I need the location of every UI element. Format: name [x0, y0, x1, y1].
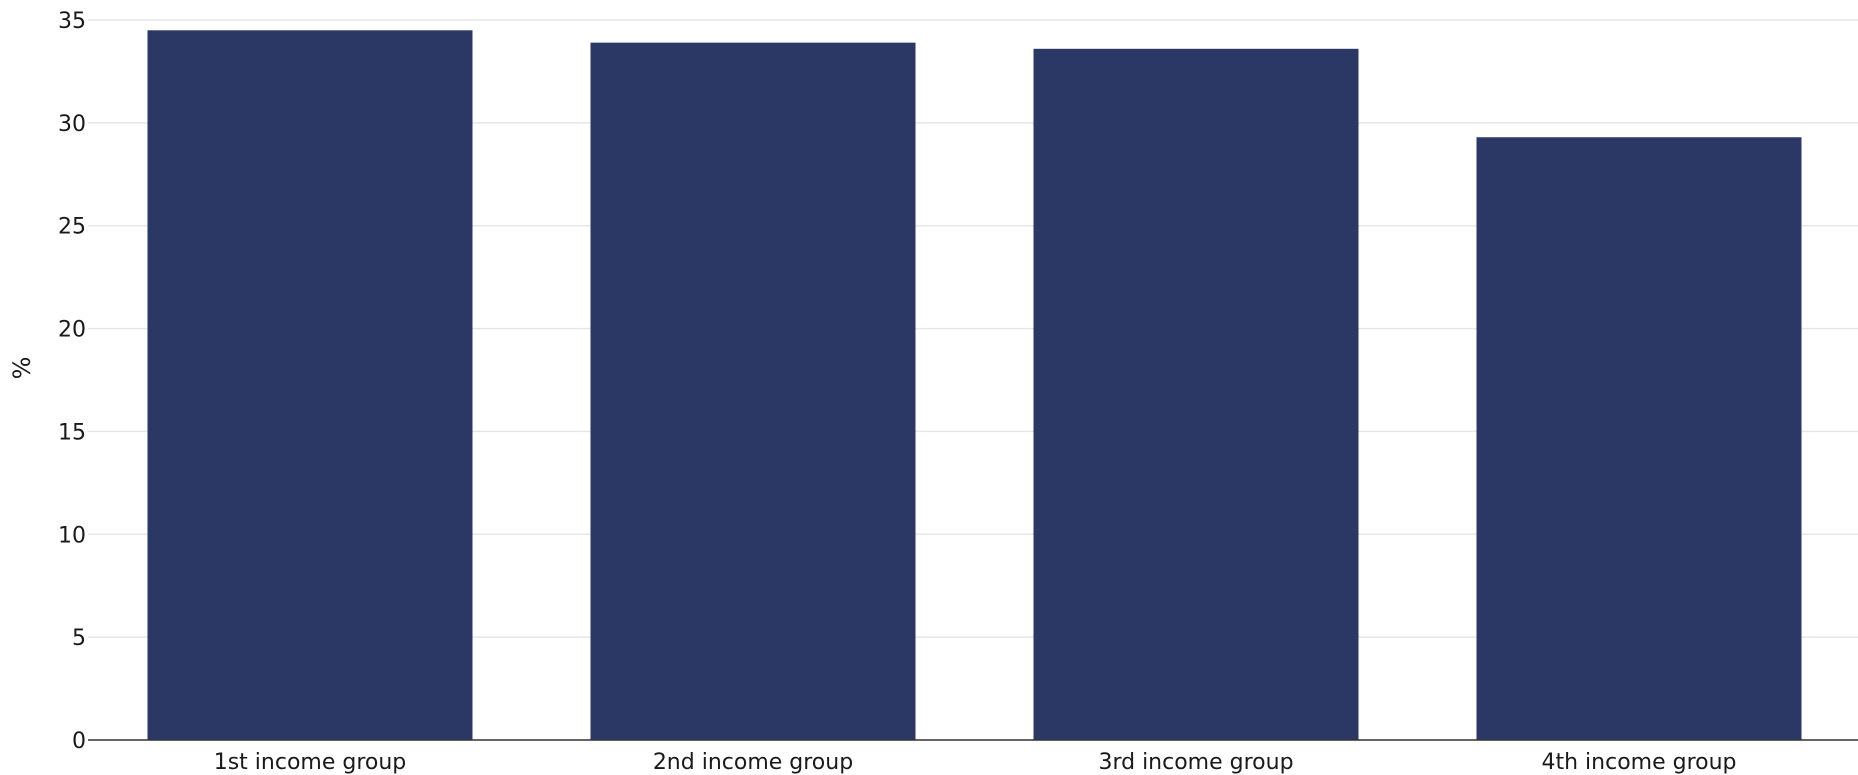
bars	[147, 30, 1802, 741]
y-tick-label: 0	[72, 729, 86, 754]
bar-4	[1476, 137, 1802, 740]
bar-2	[590, 42, 916, 741]
y-axis-title: %	[8, 357, 36, 380]
y-tick-label: 5	[72, 626, 86, 651]
bar-1	[147, 30, 473, 741]
y-tick-label: 20	[58, 318, 86, 343]
y-tick-label: 30	[58, 112, 86, 137]
x-tick-label: 2nd income group	[653, 750, 853, 775]
y-axis-ticks: 0 5 10 15 20 25 30 35	[58, 9, 86, 754]
y-tick-label: 15	[58, 420, 86, 445]
x-tick-label: 3rd income group	[1098, 750, 1293, 775]
x-axis-ticks: 1st income group 2nd income group 3rd inco…	[214, 750, 1737, 775]
y-tick-label: 25	[58, 215, 86, 240]
y-tick-label: 10	[58, 523, 86, 548]
y-tick-label: 35	[58, 9, 86, 34]
bar-3	[1033, 48, 1359, 741]
x-tick-label: 1st income group	[214, 750, 407, 775]
x-tick-label: 4th income group	[1541, 750, 1736, 775]
